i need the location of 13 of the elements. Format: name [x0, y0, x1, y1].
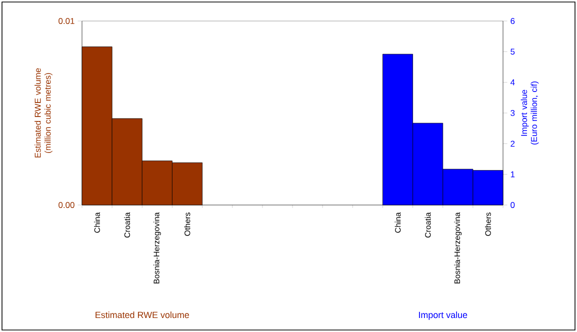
y2-tick-label: 2: [510, 140, 515, 147]
y-axis-title: Estimated RWE volume (million cubic metres): [34, 68, 52, 158]
text: Estimated RWE volume: [96, 312, 189, 318]
y-tick-label: 0.01: [58, 18, 74, 24]
y2-axis-title: Import value (Euro million, cif): [520, 82, 539, 144]
y2-tick-label: 0: [510, 202, 515, 208]
y2-tick-label: 5: [510, 48, 515, 55]
y-tick-label: 0.00: [58, 202, 74, 208]
y2-tick-label: 4: [510, 79, 515, 86]
y2-tick-label: 3: [510, 110, 515, 116]
y2-tick-label: 6: [510, 18, 515, 24]
y2-tick-label: 1: [510, 171, 515, 178]
text: Import value: [419, 312, 468, 320]
